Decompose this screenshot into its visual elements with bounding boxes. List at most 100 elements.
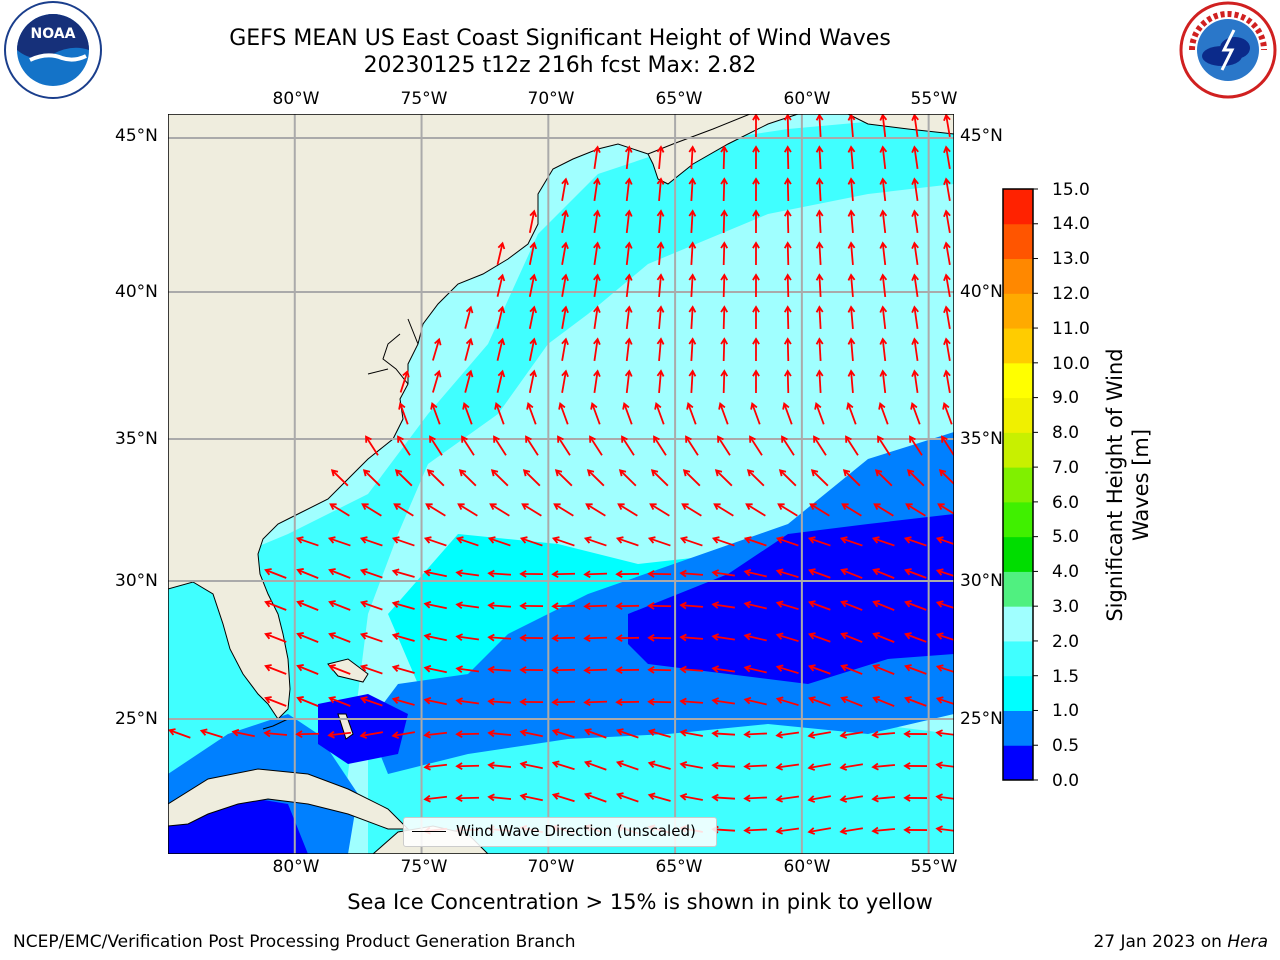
wave-direction-arrow (685, 435, 699, 456)
colorbar-tick: 3.0 (1052, 597, 1080, 617)
lat-label-left-45n: 45°N (115, 126, 158, 146)
wave-direction-arrow (935, 536, 954, 545)
wave-direction-arrow (554, 469, 573, 487)
band-1p0 (388, 434, 954, 684)
colorbar-tick: 0.5 (1052, 736, 1080, 756)
wave-direction-arrow (943, 241, 951, 265)
colorbar-segment (1003, 293, 1033, 329)
wave-direction-arrow (430, 402, 441, 425)
band-0p0 (628, 514, 954, 684)
wave-direction-arrow (168, 728, 191, 739)
wave-direction-arrow (809, 503, 830, 517)
wave-direction-arrow (847, 305, 856, 330)
wave-direction-arrow (624, 241, 633, 266)
wave-direction-arrow (783, 145, 792, 170)
wave-direction-arrow (943, 273, 951, 297)
wave-direction-arrow (656, 145, 665, 170)
wave-direction-arrow (815, 241, 824, 266)
wave-direction-arrow (688, 305, 697, 330)
wave-direction-arrow (647, 697, 672, 706)
wave-direction-arrow (840, 664, 863, 675)
wave-direction-arrow (743, 600, 767, 610)
land-nova-scotia (647, 114, 799, 185)
wave-direction-arrow (647, 536, 671, 547)
colorbar (1002, 188, 1038, 781)
wave-direction-arrow (815, 337, 824, 362)
wave-direction-arrow (879, 209, 888, 234)
wave-direction-arrow (496, 273, 506, 297)
wave-direction-arrow (296, 696, 319, 707)
wave-direction-arrow (296, 632, 319, 643)
wave-direction-arrow (493, 435, 507, 456)
wave-direction-arrow (615, 570, 640, 578)
wave-direction-arrow (593, 209, 601, 234)
wave-direction-arrow (720, 369, 729, 394)
wave-direction-arrow (622, 402, 633, 425)
wave-direction-arrow (688, 209, 697, 234)
wave-direction-arrow (487, 536, 511, 547)
wave-direction-arrow (328, 664, 351, 675)
colorbar-segment (1003, 675, 1033, 711)
lon-label-top-80w: 80°W (272, 89, 320, 109)
wave-direction-arrow (874, 469, 893, 487)
wave-direction-arrow (841, 503, 862, 517)
wave-direction-arrow (519, 792, 543, 802)
wave-direction-arrow (743, 536, 767, 547)
wind-wave-arrows (168, 114, 954, 835)
wave-direction-arrow (528, 369, 538, 393)
wave-direction-arrow (903, 536, 927, 547)
wave-direction-arrow (879, 305, 888, 330)
wave-direction-arrow (359, 696, 383, 707)
wave-direction-arrow (458, 469, 477, 487)
wave-direction-arrow (590, 402, 601, 425)
wave-direction-arrow (561, 177, 569, 201)
wave-direction-arrow (359, 664, 383, 675)
wave-direction-arrow (487, 569, 512, 578)
wave-direction-arrow (872, 664, 895, 675)
wave-direction-arrow (653, 435, 667, 456)
wave-direction-arrow (839, 795, 864, 803)
land-cuba (168, 768, 410, 830)
wave-direction-arrow (423, 664, 447, 674)
colorbar-label-line1: Significant Height of Wind (1103, 348, 1127, 622)
wave-direction-arrow (783, 241, 792, 266)
wave-direction-arrow (528, 241, 538, 265)
wave-direction-arrow (679, 761, 703, 769)
legend-text: Wind Wave Direction (unscaled) (456, 822, 696, 840)
wave-direction-arrow (615, 536, 639, 547)
wave-direction-arrow (845, 435, 859, 456)
wave-direction-arrow (911, 177, 919, 202)
wave-direction-arrow (688, 177, 697, 202)
wave-direction-arrow (679, 569, 704, 578)
wave-direction-arrow (464, 305, 474, 329)
colorbar-tick: 7.0 (1052, 458, 1080, 478)
wave-direction-arrow (911, 114, 919, 138)
wave-direction-arrow (775, 731, 800, 739)
wave-direction-arrow (911, 241, 919, 266)
wave-direction-arrow (904, 696, 927, 707)
wave-direction-arrow (487, 729, 512, 738)
wave-direction-arrow (593, 305, 601, 330)
wave-direction-arrow (593, 337, 601, 362)
wave-direction-arrow (391, 664, 415, 674)
wave-direction-arrow (393, 503, 414, 517)
lat-label-right-40n: 40°N (960, 282, 1003, 302)
wave-direction-arrow (911, 369, 919, 394)
wave-direction-arrow (688, 145, 697, 170)
wave-direction-arrow (711, 793, 736, 802)
wave-direction-arrow (264, 568, 287, 579)
wave-direction-arrow (775, 795, 800, 803)
wave-direction-arrow (903, 794, 928, 802)
lon-label-top-75w: 75°W (400, 89, 448, 109)
wave-direction-arrow (846, 402, 857, 425)
wave-direction-arrow (624, 337, 633, 362)
wave-direction-arrow (584, 728, 607, 739)
wave-direction-arrow (879, 241, 888, 266)
wave-direction-arrow (711, 633, 736, 641)
wave-direction-arrow (528, 273, 538, 297)
wave-direction-arrow (647, 633, 672, 642)
wave-direction-arrow (783, 177, 792, 202)
wave-direction-arrow (391, 696, 415, 706)
land-florida-keys (262, 718, 289, 730)
wave-direction-arrow (359, 568, 383, 579)
